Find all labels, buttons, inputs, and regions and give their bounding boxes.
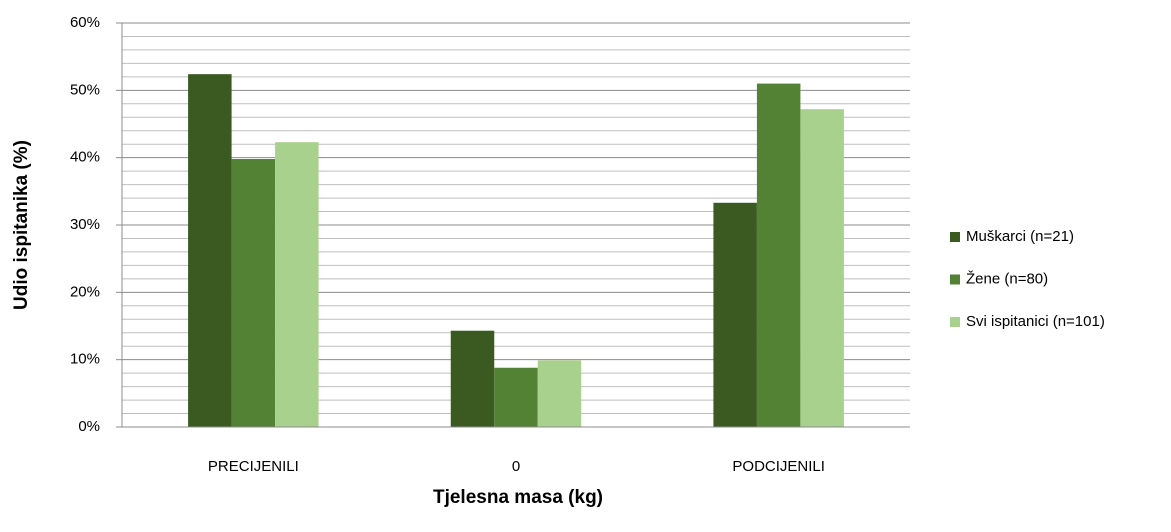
bar [800, 109, 844, 427]
y-tick-label: 60% [70, 14, 100, 31]
y-tick-label: 30% [70, 216, 100, 233]
x-tick-label: PODCIJENILI [732, 458, 825, 475]
legend-swatch [950, 232, 960, 242]
bar [537, 360, 582, 427]
bar [450, 330, 495, 427]
legend-swatch [950, 274, 960, 285]
bar [275, 142, 319, 427]
y-tick-label: 20% [70, 283, 100, 300]
bar [494, 367, 538, 427]
legend-swatch [950, 317, 960, 327]
y-tick-label: 0% [78, 418, 100, 435]
bar [231, 159, 276, 427]
legend-label: Svi ispitanici (n=101) [966, 313, 1105, 330]
y-tick-label: 50% [70, 81, 100, 98]
y-tick-label: 10% [70, 351, 100, 368]
x-tick-label: 0 [512, 458, 520, 475]
bar [713, 202, 757, 427]
legend-label: Žene (n=80) [966, 270, 1048, 287]
y-axis-title: Udio ispitanika (%) [11, 140, 32, 310]
y-tick-label: 40% [70, 149, 100, 166]
bar [188, 74, 232, 427]
legend-label: Muškarci (n=21) [966, 228, 1074, 245]
bar [756, 83, 801, 427]
x-tick-label: PRECIJENILI [208, 458, 299, 475]
x-axis-title: Tjelesna masa (kg) [433, 487, 603, 508]
